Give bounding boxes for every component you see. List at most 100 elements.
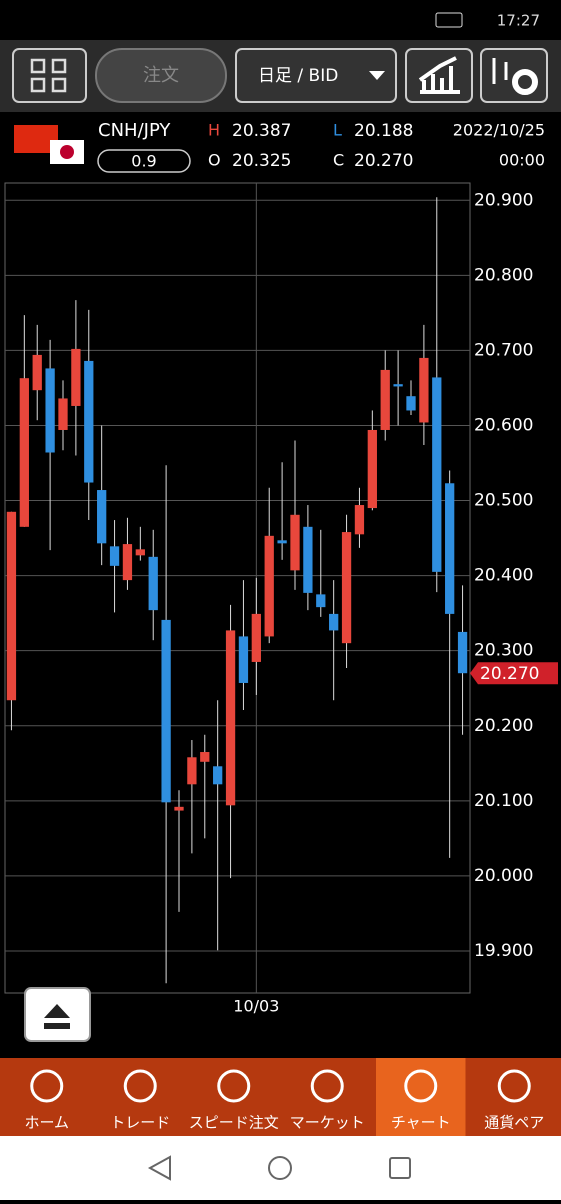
symbol: CNH/JPY xyxy=(98,120,171,141)
candle-body xyxy=(406,396,416,411)
chart: 19.900 20.000 20.100 20.200 20.300 20.400 20.5… xyxy=(5,183,558,1016)
nav-items: ホーム トレード スピード注文 マーケット チャート 通貨ペア xyxy=(24,1058,544,1136)
home-button[interactable] xyxy=(268,1156,292,1180)
candle-body xyxy=(264,535,274,637)
y-tick-label: 20.200 xyxy=(474,716,533,736)
nav-icon xyxy=(217,1069,251,1103)
candle-body xyxy=(58,398,68,430)
timeframe-select[interactable] xyxy=(235,48,397,103)
high-value: 20.387 xyxy=(232,121,291,141)
current-price-marker xyxy=(470,662,558,685)
close-label: C xyxy=(333,151,344,170)
settings-icon xyxy=(512,69,538,95)
plot-area xyxy=(4,182,471,994)
nav-label[interactable]: スピード注文 xyxy=(189,1114,279,1132)
nav-icon xyxy=(497,1069,531,1103)
candle-body xyxy=(393,384,403,387)
candle-body xyxy=(109,546,120,566)
menu-button[interactable] xyxy=(12,48,87,103)
y-tick-label: 20.400 xyxy=(474,566,533,586)
open-value: 20.325 xyxy=(232,151,291,171)
candles-icon xyxy=(492,58,508,84)
time: 00:00 xyxy=(499,151,545,170)
candle-body xyxy=(84,360,94,483)
bottom-nav xyxy=(0,1058,561,1136)
candle-body xyxy=(32,354,42,391)
candle-body xyxy=(445,483,455,614)
candle-body xyxy=(213,766,223,785)
spread: 0.9 xyxy=(131,152,156,171)
flag-jp-dot xyxy=(60,145,74,159)
nav-label[interactable]: マーケット xyxy=(290,1114,365,1132)
candle-body xyxy=(71,348,81,406)
candle-body xyxy=(341,532,352,644)
candle-body xyxy=(329,613,339,631)
candle-body xyxy=(19,378,29,527)
nav-label[interactable]: チャート xyxy=(391,1114,451,1132)
candle-body xyxy=(6,511,17,701)
y-tick-label: 19.900 xyxy=(474,941,533,961)
indicator-icon xyxy=(418,56,460,94)
dropdown-arrow xyxy=(369,71,385,80)
nav-label[interactable]: トレード xyxy=(110,1114,170,1132)
x-tick-label: 10/03 xyxy=(233,997,279,1016)
high-label: H xyxy=(208,121,220,140)
candle-body xyxy=(316,594,326,608)
candle-body xyxy=(122,544,133,581)
candle-body xyxy=(303,526,313,593)
y-tick-label: 20.000 xyxy=(474,866,533,886)
system-nav xyxy=(0,1136,561,1200)
candle-body xyxy=(457,631,468,674)
candle-body xyxy=(432,377,442,572)
candle-body xyxy=(187,757,197,785)
nav-icon xyxy=(30,1069,64,1103)
y-tick-label: 20.800 xyxy=(474,265,533,285)
candle-body xyxy=(148,556,158,611)
date: 2022/10/25 xyxy=(453,121,545,140)
candle-body xyxy=(225,630,236,806)
y-tick-label: 20.500 xyxy=(474,491,533,511)
y-tick-label: 20.900 xyxy=(474,190,533,210)
order-label: 注文 xyxy=(143,65,179,86)
candle-body xyxy=(200,752,210,762)
candle-body xyxy=(135,549,145,556)
candle-body xyxy=(290,514,300,571)
battery xyxy=(435,12,463,28)
candle-body xyxy=(277,540,287,544)
status-bar xyxy=(0,0,561,40)
y-tick-label: 20.600 xyxy=(474,415,533,435)
low-label: L xyxy=(333,121,342,140)
candle-body xyxy=(97,490,107,544)
order-button[interactable] xyxy=(95,48,227,103)
recents-button[interactable] xyxy=(389,1157,411,1179)
candle-body xyxy=(161,619,171,803)
y-tick-label: 20.700 xyxy=(474,340,533,360)
timeframe-label: 日足 / BID xyxy=(258,66,338,86)
candle-body xyxy=(251,613,261,662)
close-value: 20.270 xyxy=(354,151,413,171)
eject-icon xyxy=(44,1004,70,1029)
nav-icon xyxy=(310,1069,344,1103)
nav-label[interactable]: 通貨ペア xyxy=(484,1114,544,1132)
candle-body xyxy=(354,505,365,535)
current-price-label: 20.270 xyxy=(480,664,539,684)
clock: 17:27 xyxy=(497,12,540,30)
indicator-button[interactable] xyxy=(405,48,473,103)
candle-body xyxy=(367,429,377,509)
nav-label[interactable]: ホーム xyxy=(24,1114,69,1132)
nav-icon xyxy=(123,1069,157,1103)
candle-body xyxy=(380,369,390,430)
grid-icon xyxy=(30,58,67,93)
open-label: O xyxy=(208,151,221,170)
y-tick-label: 20.300 xyxy=(474,641,533,661)
nav-icon xyxy=(404,1069,438,1103)
low-value: 20.188 xyxy=(354,121,413,141)
spread-box xyxy=(97,149,191,173)
candle-body xyxy=(419,357,429,423)
candle-body xyxy=(238,636,249,683)
candle-body xyxy=(45,368,55,453)
candle-body xyxy=(174,806,184,811)
back-button[interactable] xyxy=(147,1155,171,1181)
